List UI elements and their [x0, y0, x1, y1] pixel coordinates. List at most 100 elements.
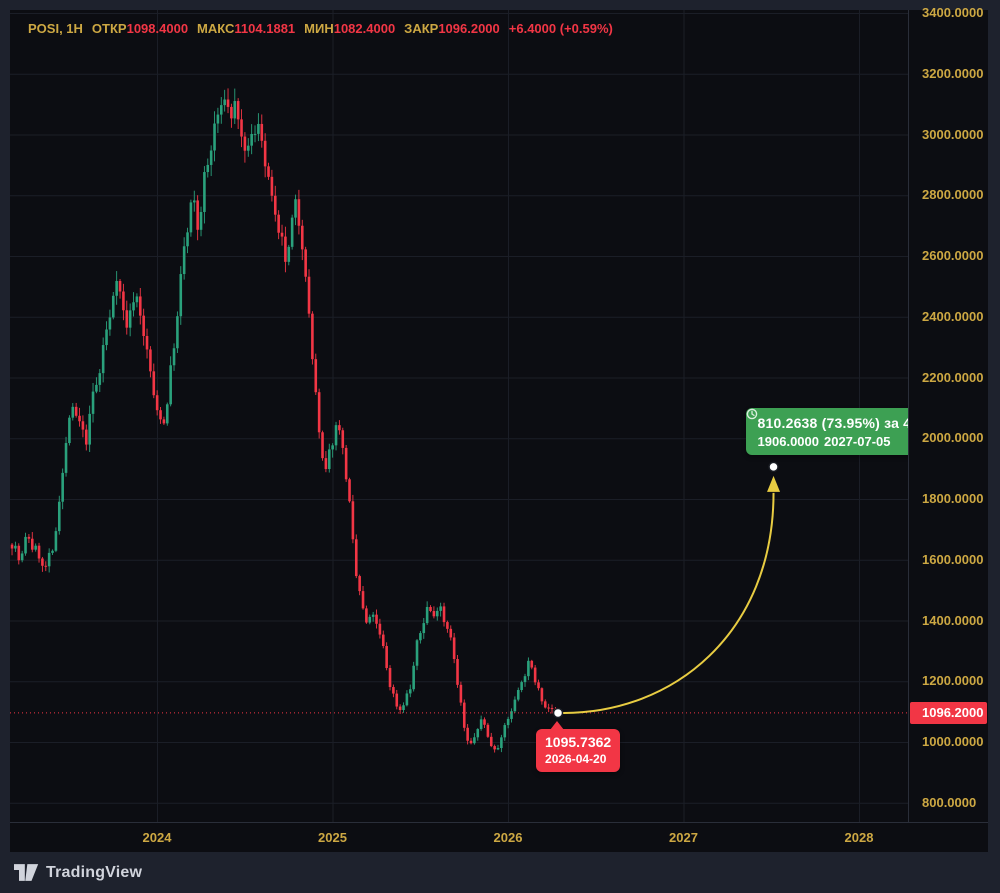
candle-body — [415, 640, 419, 666]
source-callout-pointer — [550, 720, 565, 730]
year-tick-label: 2025 — [318, 830, 347, 845]
candle-body — [78, 415, 81, 422]
price-tick-label: 1000.0000 — [922, 734, 984, 750]
target-date: 2027-07-05 — [823, 433, 891, 449]
candle-body — [402, 705, 405, 711]
candle-body — [71, 406, 75, 418]
tradingview-brand[interactable]: TradingView — [14, 864, 142, 882]
candle-body — [20, 553, 24, 561]
candle-body — [213, 123, 216, 151]
candle-body — [152, 371, 156, 396]
candle-body — [297, 199, 301, 226]
candle-body — [111, 295, 115, 318]
price-pane[interactable]: POSI, 1Н ОТКР1098.4000 МАКС1104.1881 МИН10… — [10, 10, 908, 822]
candle-body — [135, 296, 139, 303]
candle-body — [192, 200, 196, 203]
candle-body — [354, 539, 358, 577]
candle-body — [216, 114, 220, 124]
candle-body — [432, 611, 436, 617]
candle-body — [527, 660, 530, 677]
candle-body — [149, 349, 152, 372]
candle-body — [523, 676, 527, 683]
candle-body — [64, 443, 68, 473]
candle-body — [115, 280, 118, 296]
source-point-dot[interactable] — [552, 707, 564, 719]
candle-body — [290, 217, 294, 247]
candle-body — [176, 316, 179, 349]
ohlc-field: ЗАКР1096.2000 — [404, 21, 500, 36]
legend: POSI, 1Н ОТКР1098.4000 МАКС1104.1881 МИН10… — [28, 21, 613, 36]
candle-body — [516, 690, 520, 700]
candle-body — [108, 317, 112, 330]
candle-body — [172, 348, 176, 366]
candle-body — [169, 365, 172, 405]
candle-body — [419, 633, 422, 641]
candle-body — [543, 701, 547, 708]
price-scale[interactable]: 1096.2000 3400.0000 3200.0000 3000.0000 280… — [908, 5, 988, 822]
price-tick-label: 1400.0000 — [922, 612, 984, 628]
target-detail-row: 1906.0000 2027-07-05 — [746, 408, 908, 449]
candle-body — [250, 134, 253, 146]
candle-body — [540, 688, 544, 702]
candle-body — [95, 384, 98, 392]
candle-body — [30, 538, 34, 550]
candle-body — [280, 232, 284, 237]
candle-body — [125, 310, 129, 328]
candle-body — [392, 687, 395, 694]
candle-body — [294, 199, 297, 218]
candle-body — [61, 472, 64, 502]
candle-body — [361, 591, 365, 609]
candle-body — [500, 737, 503, 749]
target-point-dot[interactable] — [768, 461, 779, 473]
candle-body — [381, 634, 385, 647]
candle-body — [439, 606, 442, 611]
candle-body — [243, 136, 247, 151]
candle-body — [199, 211, 203, 230]
candle-body — [422, 623, 426, 634]
source-callout[interactable]: 1095.7362 2026-04-20 — [536, 720, 621, 772]
ohlc-field: МИН1082.4000 — [304, 21, 396, 36]
candle-body — [142, 315, 145, 336]
candle-body — [375, 614, 378, 624]
candle-body — [338, 425, 341, 431]
candle-body — [219, 105, 223, 115]
candle-body — [44, 565, 48, 567]
candle-body — [105, 329, 108, 346]
projection-curve[interactable] — [562, 492, 775, 714]
candle-body — [449, 628, 453, 638]
candle-body — [547, 707, 550, 709]
candlestick-plot[interactable] — [10, 10, 908, 822]
candle-body — [520, 682, 523, 691]
candle-body — [186, 232, 189, 247]
candle-body — [223, 99, 226, 106]
candle-body — [84, 429, 88, 445]
candle-body — [348, 479, 351, 502]
candle-body — [10, 544, 14, 549]
candle-body — [132, 302, 135, 311]
candle-body — [74, 406, 78, 416]
candle-body — [324, 458, 328, 470]
candle-body — [165, 404, 169, 424]
target-callout[interactable]: 810.2638 (73.95%) за 4 1906.0000 2027-07… — [745, 407, 908, 455]
current-price-tag[interactable]: 1096.2000 — [910, 701, 987, 724]
candle-body — [378, 623, 382, 635]
candle-body — [358, 576, 361, 592]
candle-body — [233, 101, 237, 119]
price-tick-label: 2400.0000 — [922, 308, 984, 324]
candle-body — [54, 531, 58, 551]
price-tick-label: 1200.0000 — [922, 673, 984, 689]
arrowhead-icon — [767, 475, 781, 492]
candle-body — [483, 719, 486, 725]
source-price: 1095.7362 — [545, 733, 612, 750]
candle-body — [321, 432, 324, 459]
tradingview-logo-text: TradingView — [46, 863, 143, 881]
price-tick-label: 2800.0000 — [922, 187, 984, 203]
tradingview-logo-icon — [14, 864, 39, 881]
candle-body — [550, 708, 554, 710]
candle-body — [371, 614, 375, 617]
time-scale[interactable]: 2024 2025 2026 2027 2028 — [10, 822, 988, 852]
ohlc-field: МАКС1104.1881 — [197, 21, 296, 36]
symbol-title[interactable]: POSI, 1Н — [28, 21, 83, 36]
candle-body — [476, 729, 480, 738]
candle-body — [442, 606, 446, 623]
